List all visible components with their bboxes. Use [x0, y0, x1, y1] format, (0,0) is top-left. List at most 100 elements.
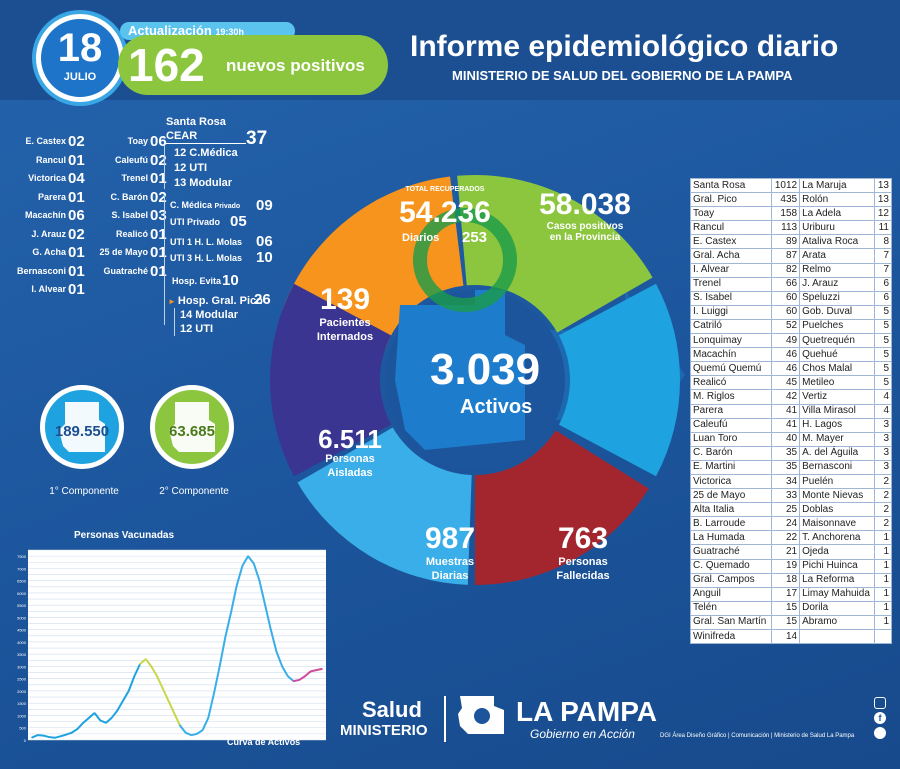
hospitalized-mid-name: 25 de Mayo [99, 247, 148, 257]
hospitalized-mid-name: Caleufú [114, 154, 148, 165]
hospitalized-mid-row: Caleufú 02 [90, 152, 170, 169]
locality-value: 5 [874, 361, 892, 377]
chart-line-segment [241, 555, 249, 567]
locality-value: 13 [874, 177, 892, 194]
hospitalized-left-row: Bernasconi 01 [8, 263, 88, 280]
locality-name: Guatraché [690, 544, 772, 560]
chart-point [110, 717, 113, 719]
locality-value: 158 [770, 206, 801, 222]
locality-name: B. Larroude [690, 516, 772, 532]
table-row: Gral. Pico 435 Rolón 13 [690, 192, 892, 208]
cear-item-3: 13 Modular [174, 177, 233, 189]
chart-line-segment [269, 629, 278, 652]
footer-divider [444, 696, 446, 742]
component-2-value: 63.685 [169, 423, 215, 440]
component-2-circle [150, 385, 234, 469]
chart-line-segment [71, 728, 79, 734]
locality-name: Alta Italia [690, 502, 772, 518]
chart-point [247, 555, 249, 557]
locality-name: Gob. Duval [799, 304, 876, 320]
table-row: Telén 15 Dorila 1 [690, 600, 892, 616]
locality-name: E. Martini [690, 459, 772, 475]
locality-name: Arata [799, 248, 876, 264]
chart-line-segment [133, 663, 141, 677]
pico-bracket [174, 308, 175, 336]
positives-pill [118, 35, 388, 95]
locality-name: M. Mayer [799, 431, 876, 447]
chart-line-segment [275, 651, 284, 667]
hospitalized-left-value: 01 [68, 244, 85, 261]
locality-value: 18 [770, 572, 801, 588]
locality-value: 11 [874, 220, 892, 236]
new-positives-count: 162 [128, 39, 205, 91]
table-row: Macachín 46 Quehué 5 [690, 347, 892, 363]
hospitalized-left-value: 01 [68, 188, 85, 206]
chart-line-segment [191, 732, 198, 737]
table-row: B. Larroude 24 Maisonnave 2 [690, 516, 892, 532]
chart-point [59, 735, 62, 738]
hospitalized-mid-name: Guatraché [103, 265, 148, 276]
chart-point [184, 731, 187, 734]
chart-point [218, 665, 221, 668]
chart-point [144, 658, 147, 660]
locality-value: 6 [874, 290, 892, 306]
chart-point [173, 712, 175, 714]
positives-label-2: en la Provincia [549, 232, 621, 243]
locality-name: Quemú Quemú [690, 361, 772, 377]
locality-name: La Humada [690, 530, 772, 546]
locality-name: 25 de Mayo [690, 488, 772, 504]
chart-line-segment [316, 667, 323, 672]
chart-point [213, 692, 215, 695]
chart-ytick-label: 0 [24, 738, 27, 743]
instagram-icon[interactable] [874, 697, 886, 709]
chart-ytick-label: 3500 [17, 652, 27, 657]
locality-name: Doblas [799, 502, 876, 518]
hospitalized-mid-value: 02 [150, 188, 167, 206]
table-row: Quemú Quemú 46 Chos Malal 5 [690, 361, 892, 377]
update-label: Actualización [128, 23, 212, 38]
component-1-circle [40, 385, 124, 469]
locality-value: 89 [770, 234, 801, 250]
pico-value: 26 [254, 291, 271, 308]
chart-line-segment [218, 636, 227, 667]
hospitalized-mid-value: 03 [150, 207, 167, 224]
cmedica-privado-label: C. Médica Privado [170, 200, 241, 210]
center-map-icon [395, 290, 525, 450]
chart-point [116, 709, 119, 712]
table-row: Parera 41 Villa Mirasol 4 [690, 403, 892, 419]
twitter-icon[interactable] [874, 727, 886, 739]
chart-point [36, 734, 39, 736]
locality-value: 6 [874, 276, 892, 292]
locality-name: Pichi Huinca [799, 558, 876, 574]
locality-name: Gral. Campos [690, 572, 772, 588]
la-pampa-map-icon [169, 402, 215, 452]
table-row: Winifreda 14 [690, 628, 892, 645]
hospitalized-left-name: J. Arauz [31, 228, 66, 239]
hospitalized-left-name: E. Castex [25, 136, 66, 146]
hospitalized-left-value: 01 [68, 151, 85, 169]
chart-point [304, 675, 306, 678]
chart-point [31, 736, 33, 739]
page-subtitle: MINISTERIO DE SALUD DEL GOBIERNO DE LA P… [452, 68, 793, 83]
pico-label: ► Hosp. Gral. Pico [168, 295, 263, 307]
locality-name: Speluzzi [799, 290, 876, 306]
hospitalized-value: 139 [319, 283, 371, 316]
facebook-icon[interactable]: f [874, 712, 886, 724]
table-row: Gral. Campos 18 La Reforma 1 [690, 572, 892, 588]
chart-line-segment [252, 563, 261, 581]
locality-value: 46 [770, 347, 801, 363]
uti1-value: 06 [256, 233, 273, 250]
chart-ytick-label: 4500 [17, 628, 27, 633]
positives-segment [558, 283, 680, 477]
locality-value: 4 [874, 403, 892, 419]
chart-ytick-label: 4000 [17, 640, 27, 645]
locality-name: Rancul [690, 220, 772, 236]
chart-line-segment [161, 688, 170, 702]
hospitalized-mid-row: Guatraché 01 [90, 263, 170, 280]
locality-value: 14 [770, 628, 801, 645]
locality-name: Bernasconi [799, 459, 876, 475]
cear-item-1: 12 C.Médica [174, 147, 238, 159]
locality-value: 24 [770, 516, 801, 532]
chart-line-segment [99, 719, 107, 724]
hospitalized-mid-name: Realicó [115, 228, 148, 239]
